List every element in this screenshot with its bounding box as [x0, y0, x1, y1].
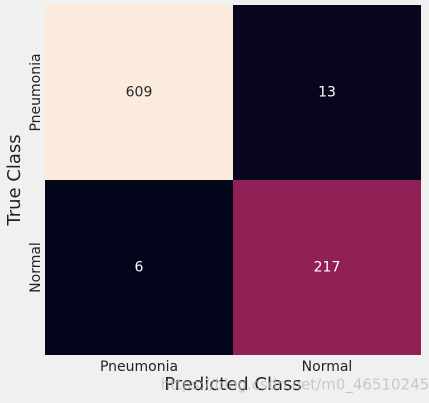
heatmap-cell — [233, 180, 421, 355]
heatmap-cell — [45, 5, 233, 180]
y-axis-label: True Class — [4, 134, 25, 226]
cell-value-label: 217 — [314, 260, 341, 276]
cell-value-label: 13 — [318, 85, 336, 101]
watermark: https://blog.csdn.net/m0_46510245 — [161, 376, 429, 395]
heatmap-cell — [233, 5, 421, 180]
x-tick-label: Normal — [302, 359, 353, 375]
cell-value-label: 609 — [126, 85, 153, 101]
cell-value-label: 6 — [135, 260, 144, 276]
x-tick-label: Pneumonia — [100, 359, 178, 375]
y-tick-label: Normal — [28, 242, 44, 293]
y-tick-label: Pneumonia — [28, 53, 44, 131]
heatmap-cell — [45, 180, 233, 355]
x-axis-label: Predicted Class — [164, 374, 302, 395]
